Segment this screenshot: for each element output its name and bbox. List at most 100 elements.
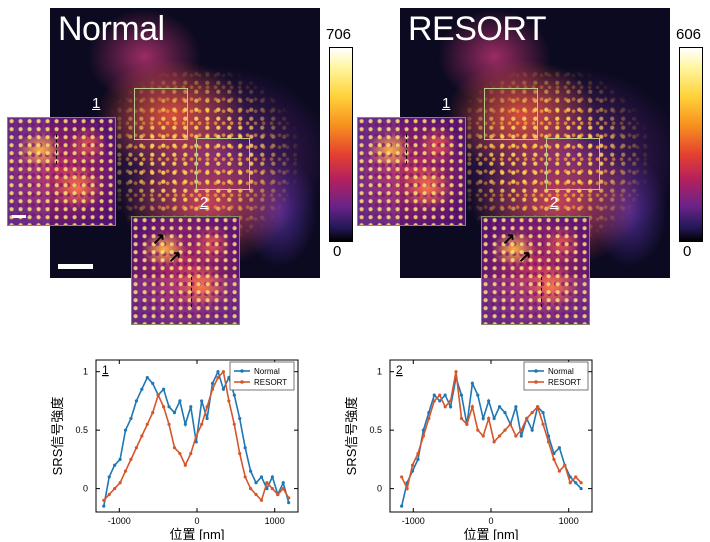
data-point-normal	[205, 416, 209, 421]
data-point-normal	[432, 393, 436, 397]
data-point-normal	[270, 475, 274, 479]
data-point-resort	[161, 405, 166, 409]
data-point-normal	[151, 381, 155, 385]
data-point-normal	[459, 393, 464, 397]
data-point-normal	[281, 481, 285, 485]
data-point-normal	[557, 446, 561, 450]
normal-roi-2-line-profile-marker	[191, 277, 192, 307]
legend-marker	[534, 380, 538, 384]
data-point-normal	[416, 457, 420, 461]
data-point-normal	[216, 370, 220, 374]
data-point-normal	[238, 416, 242, 421]
data-point-normal	[541, 411, 545, 415]
data-point-normal	[189, 405, 193, 409]
x-tick-label: 1000	[265, 516, 285, 526]
data-point-resort	[438, 393, 442, 397]
data-point-normal	[574, 481, 578, 485]
normal-roi-1-label: 1	[92, 95, 101, 112]
resort-roi-2-inset: ↗ ↗	[481, 216, 590, 325]
data-point-resort	[552, 457, 556, 461]
data-point-resort	[421, 434, 426, 438]
data-point-resort	[443, 405, 447, 409]
x-tick-label: -1000	[402, 516, 425, 526]
x-axis-label: 位置 [nm]	[170, 527, 225, 540]
normal-roi-2-box	[196, 138, 250, 190]
data-point-normal	[254, 481, 258, 485]
legend-box	[229, 361, 295, 391]
data-point-resort	[167, 422, 171, 426]
data-point-normal	[210, 381, 215, 385]
data-point-normal	[107, 475, 111, 479]
x-tick-label: 1000	[559, 516, 579, 526]
data-point-resort	[145, 422, 149, 426]
normal-image-panel: Normal	[50, 8, 320, 278]
y-tick-label: 1	[377, 367, 382, 377]
x-tick-label: 0	[488, 516, 493, 526]
data-point-resort	[151, 411, 155, 415]
y-axis-label: SRS信号強度	[50, 397, 65, 476]
resort-roi-2-line-profile-marker	[541, 277, 542, 307]
data-point-normal	[481, 416, 485, 421]
data-point-resort	[129, 457, 133, 461]
resort-roi-2-inset-texture	[482, 217, 589, 324]
data-point-normal	[172, 411, 177, 415]
data-point-resort	[492, 440, 496, 444]
normal-colorbar-max: 706	[326, 26, 352, 43]
data-point-resort	[525, 416, 529, 421]
data-point-normal	[443, 393, 447, 397]
data-point-resort	[281, 487, 285, 491]
chart-panel-label: 1	[102, 363, 109, 377]
resort-arrow-icon-2: ↗	[518, 249, 532, 266]
y-tick-label: 1	[83, 367, 88, 377]
normal-roi-1-inset-texture	[8, 118, 115, 225]
data-point-resort	[265, 481, 269, 485]
data-point-resort	[216, 375, 220, 380]
data-point-resort	[487, 416, 491, 421]
data-point-resort	[530, 411, 534, 415]
data-point-normal	[118, 457, 122, 461]
data-point-normal	[249, 469, 253, 473]
data-point-resort	[476, 428, 480, 432]
legend-label: Normal	[548, 367, 574, 376]
data-point-resort	[134, 446, 138, 450]
data-point-normal	[183, 422, 187, 426]
data-point-resort	[200, 422, 204, 426]
data-point-normal	[200, 399, 204, 403]
data-point-resort	[102, 498, 106, 502]
data-point-normal	[492, 416, 496, 421]
data-point-resort	[432, 399, 436, 403]
data-point-normal	[129, 416, 133, 421]
resort-roi-2-box	[546, 138, 600, 190]
data-point-resort	[123, 469, 128, 473]
data-point-resort	[287, 496, 291, 500]
data-point-resort	[449, 399, 453, 403]
data-point-resort	[519, 428, 523, 432]
x-tick-label: -1000	[108, 516, 131, 526]
normal-roi-1-inset	[7, 117, 116, 226]
normal-colorbar	[329, 47, 353, 242]
data-point-resort	[454, 370, 458, 374]
data-point-normal	[145, 375, 149, 380]
normal-panel-title: Normal	[58, 10, 165, 48]
resort-roi-1-line-profile-marker	[406, 134, 407, 164]
data-point-resort	[541, 422, 545, 426]
data-point-resort	[405, 487, 409, 491]
data-point-normal	[487, 399, 491, 403]
data-point-normal	[530, 428, 534, 432]
normal-roi-1-line-profile-marker	[56, 134, 57, 164]
data-point-normal	[449, 405, 453, 409]
data-point-resort	[497, 434, 502, 438]
legend-marker	[240, 369, 244, 373]
data-point-resort	[270, 487, 274, 491]
chart-panel-label: 2	[396, 363, 403, 377]
data-point-normal	[579, 487, 583, 491]
normal-roi-2-label: 2	[200, 194, 209, 211]
data-point-resort	[178, 451, 182, 456]
resort-panel-title: RESORT	[408, 10, 547, 48]
resort-roi-1-label: 1	[442, 95, 451, 112]
data-point-normal	[287, 501, 291, 505]
data-point-normal	[243, 446, 247, 450]
normal-scale-bar	[58, 264, 93, 269]
data-point-resort	[249, 487, 253, 491]
x-tick-label: 0	[194, 516, 199, 526]
